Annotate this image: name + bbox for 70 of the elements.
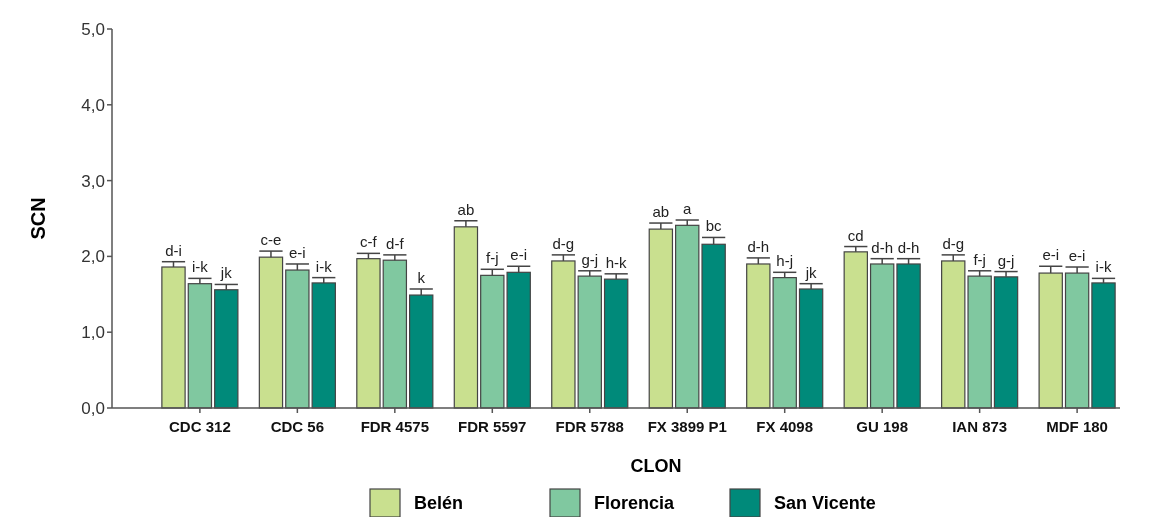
data-label: d-g [552,234,575,252]
data-label: jk [804,263,818,281]
x-tick-label: CDC 312 [169,418,231,435]
data-label: h-k [605,253,628,271]
y-tick-label: 3,0 [81,171,105,191]
data-label: d-f [386,234,405,252]
x-tick-label: FX 3899 P1 [647,418,727,435]
data-label: d-h [897,238,920,256]
x-tick-label: IAN 873 [952,418,1008,435]
data-label: g-j [581,250,599,268]
bar [577,275,602,409]
data-label: c-f [360,233,378,251]
data-label: cd [847,226,864,244]
y-tick-label: 4,0 [81,95,105,115]
data-label: i-k [315,257,333,275]
data-label: k [417,268,426,286]
bar [161,266,186,409]
data-label: d-h [747,237,770,255]
bar [187,283,213,409]
data-label: h-j [776,252,794,270]
data-label: d-g [942,234,965,252]
bar [409,294,434,409]
y-tick-label: 1,0 [81,323,105,343]
y-tick-label: 2,0 [81,247,105,267]
bar [798,288,824,409]
bar [214,289,239,409]
data-label: e-i [510,246,528,264]
bar [1091,282,1116,409]
x-tick-label: FDR 5597 [458,418,527,435]
bar [382,259,408,409]
bar [843,251,868,409]
data-label: jk [219,264,233,282]
x-tick-label: MDF 180 [1046,418,1108,435]
legend-label: Belén [414,493,464,514]
data-label: a [683,200,693,218]
y-axis-title: SCN [27,197,49,240]
data-label: f-j [973,250,986,268]
data-label: c-e [260,231,282,249]
legend-label: San Vicente [774,493,876,514]
data-label: ab [457,200,475,218]
data-label: e-i [1042,246,1060,264]
bar [603,278,629,409]
x-tick-label: FDR 4575 [360,418,430,435]
data-label: e-i [1068,247,1086,265]
bar [453,226,479,409]
bar [258,256,284,409]
data-label: i-k [1095,258,1112,276]
bar [551,260,576,409]
bar [648,228,674,409]
data-label: g-j [997,251,1015,269]
bar [896,263,921,409]
data-label: f-j [486,249,499,267]
x-axis-title: CLON [630,456,682,476]
y-tick-label: 0,0 [81,398,105,418]
data-label: d-i [165,241,182,259]
bar [869,263,895,409]
data-label: d-h [871,238,894,256]
bar [993,276,1019,409]
bar [1064,272,1090,409]
bar [356,258,381,409]
data-label: bc [705,217,723,235]
data-label: e-i [289,243,306,261]
x-tick-label: FX 4098 [756,418,814,435]
data-label: ab [652,203,670,221]
x-tick-label: CDC 56 [270,418,325,435]
x-tick-label: FDR 5788 [555,418,624,435]
y-tick-label: 5,0 [81,19,105,39]
data-label: i-k [191,258,209,276]
x-tick-label: GU 198 [856,418,909,435]
legend-label: Florencia [594,493,676,514]
